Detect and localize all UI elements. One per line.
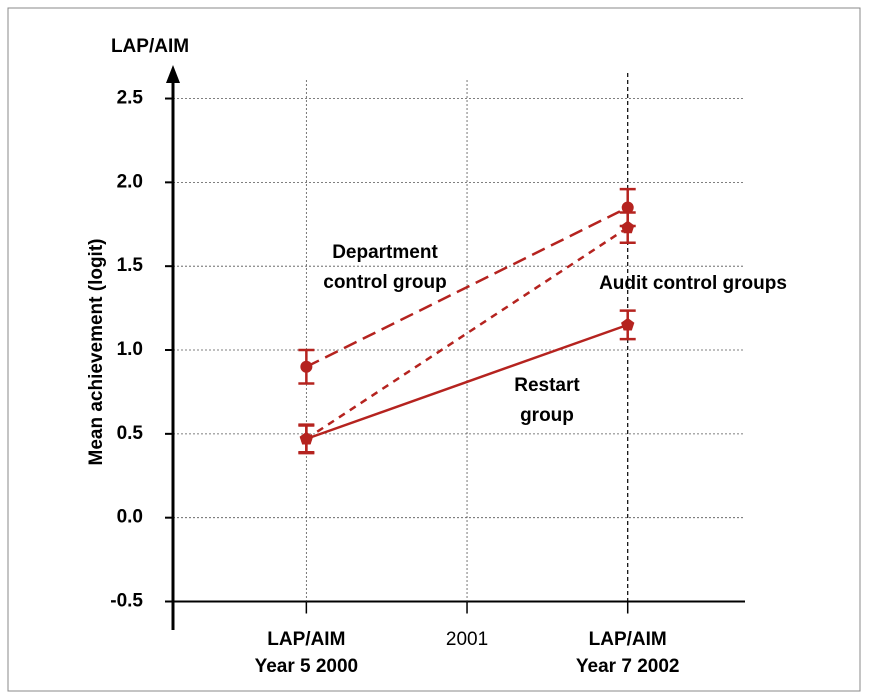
x-tick-label-line: LAP/AIM (267, 629, 345, 650)
marker (300, 360, 313, 373)
annotation: Department (332, 242, 438, 263)
marker (621, 220, 635, 234)
series-line (305, 323, 629, 441)
annotation: Audit control groups (599, 273, 787, 294)
annotation: group (520, 405, 574, 426)
y-tick-label: 0.5 (117, 423, 144, 444)
x-tick-label: LAP/AIM Year 7 2002 (576, 629, 680, 677)
x-tick-label-line: Year 5 2000 (255, 656, 359, 677)
y-tick-label: 2.0 (117, 171, 143, 192)
y-axis-arrow (166, 65, 180, 83)
series-line (305, 206, 629, 368)
y-axis-label: Mean achievement (logit) (86, 239, 107, 466)
x-tick-label: 2001 (446, 629, 488, 650)
marker (621, 201, 634, 214)
axis-title-top: LAP/AIM (111, 36, 189, 57)
marker (299, 431, 314, 445)
marker (621, 317, 635, 331)
x-tick-label: LAP/AIM Year 5 2000 (255, 629, 359, 677)
y-tick-label: 0.0 (117, 507, 143, 528)
annotation: Restart (514, 375, 580, 396)
frame (7, 7, 861, 692)
y-tick-label: -0.5 (110, 591, 143, 612)
x-tick-label-line: LAP/AIM (589, 629, 667, 650)
x-tick-label-line: Year 7 2002 (576, 656, 680, 677)
y-tick-label: 1.0 (117, 339, 143, 360)
y-tick-label: 2.5 (117, 88, 144, 109)
annotation: control group (323, 272, 446, 293)
y-tick-label: 1.5 (117, 255, 144, 276)
